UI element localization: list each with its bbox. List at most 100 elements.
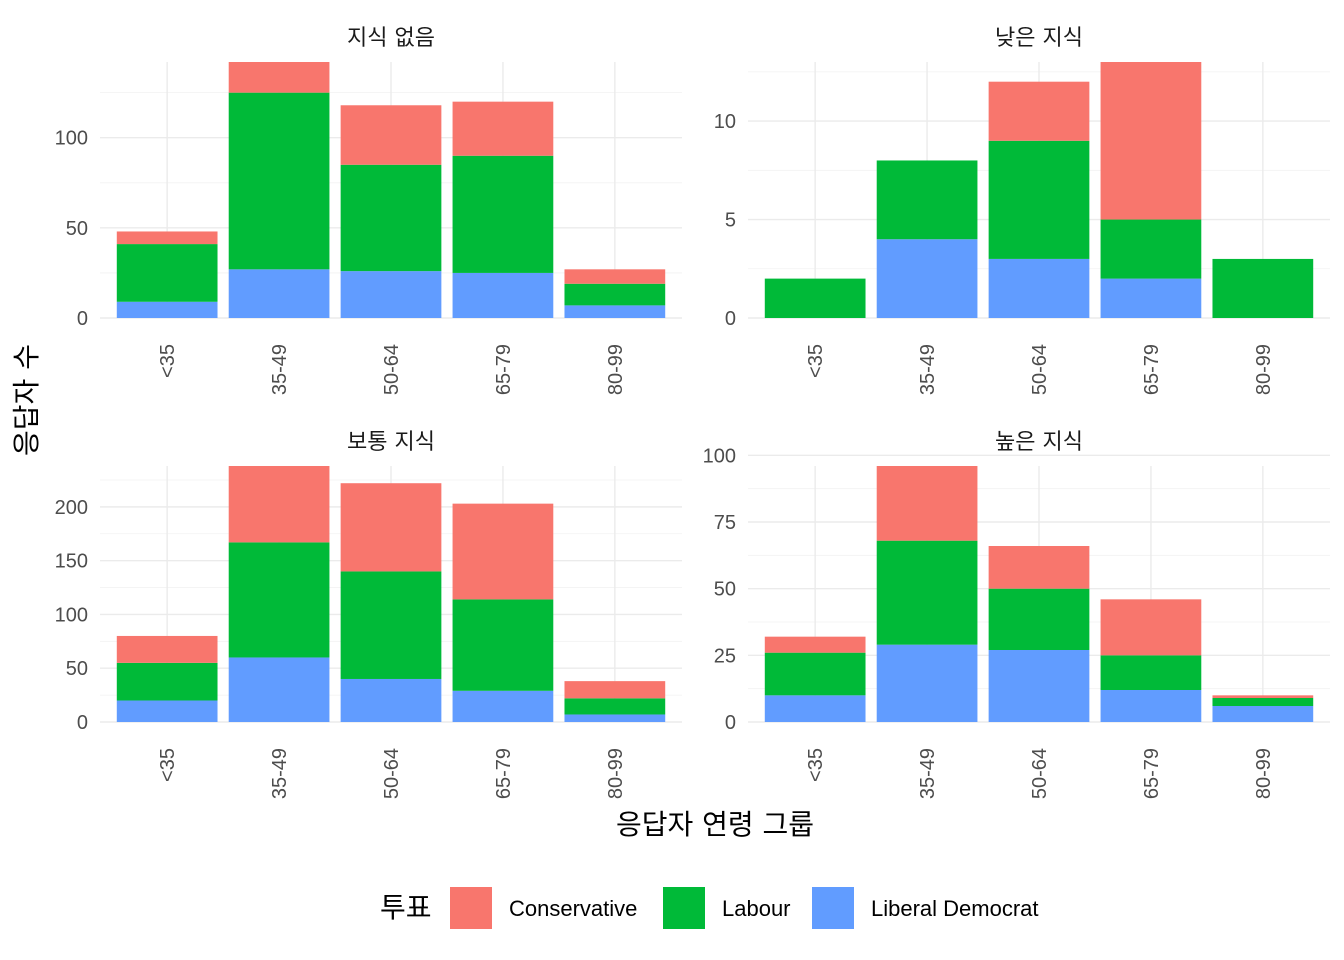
x-tick-label: <35 xyxy=(157,748,179,782)
x-tick-label: 50-64 xyxy=(381,344,403,395)
bar-conservative-1 xyxy=(116,635,218,663)
bar-conservative-5 xyxy=(1212,695,1314,698)
bar-liberal-democrat-4 xyxy=(452,690,554,722)
bar-liberal-democrat-5 xyxy=(564,305,666,318)
panel-title: 낮은 지식 xyxy=(995,26,1083,51)
bar-conservative-5 xyxy=(564,681,666,699)
legend-key-labour xyxy=(663,887,705,929)
bar-conservative-4 xyxy=(1100,62,1202,220)
x-tick-label: <35 xyxy=(157,344,179,378)
bar-liberal-democrat-2 xyxy=(228,269,330,318)
y-tick-label: 10 xyxy=(714,111,736,133)
x-tick-label: 35-49 xyxy=(917,748,939,799)
legend: 투표 Conservative Labour Liberal Democrat xyxy=(380,887,1039,929)
bar-liberal-democrat-4 xyxy=(1100,278,1202,318)
bar-labour-3 xyxy=(340,571,442,679)
legend-key-conservative xyxy=(450,887,492,929)
bar-conservative-3 xyxy=(988,546,1090,589)
bar-conservative-2 xyxy=(228,62,330,93)
panels: 0 50 100 <35 35-49 50-64 65-79 80-99 지식 없음 0 5 10 <3… xyxy=(55,26,1330,799)
legend-key-liberal-democrat xyxy=(812,887,854,929)
bar-labour-1 xyxy=(116,662,218,701)
x-tick-label: 65-79 xyxy=(1141,344,1163,395)
bar-labour-1 xyxy=(764,278,866,318)
bar-liberal-democrat-2 xyxy=(228,657,330,722)
y-axis-title: 응답자 수 xyxy=(10,344,43,456)
bar-conservative-2 xyxy=(228,466,330,543)
bar-conservative-3 xyxy=(340,483,442,572)
x-tick-label: 50-64 xyxy=(1029,344,1051,395)
legend-label-conservative: Conservative xyxy=(509,896,637,921)
legend-label-labour: Labour xyxy=(722,896,791,921)
panel-4: 0 25 50 75 100 <35 35-49 50-64 65-79 80-99 높은 지식 xyxy=(703,430,1330,799)
bar-labour-2 xyxy=(228,542,330,658)
bar-conservative-3 xyxy=(988,81,1090,141)
x-tick-label: 50-64 xyxy=(381,748,403,799)
y-tick-label: 75 xyxy=(714,512,736,534)
y-tick-label: 0 xyxy=(725,712,736,734)
x-tick-label: 35-49 xyxy=(269,344,291,395)
x-tick-label: 80-99 xyxy=(1253,344,1275,395)
bar-labour-3 xyxy=(988,588,1090,650)
bar-labour-4 xyxy=(1100,219,1202,279)
bar-liberal-democrat-4 xyxy=(452,272,554,318)
bar-labour-5 xyxy=(564,283,666,306)
legend-label-liberal-democrat: Liberal Democrat xyxy=(871,896,1039,921)
bar-conservative-3 xyxy=(340,105,442,165)
y-tick-label: 100 xyxy=(55,128,88,150)
y-tick-label: 100 xyxy=(703,445,736,467)
x-tick-label: 50-64 xyxy=(1029,748,1051,799)
y-tick-label: 25 xyxy=(714,645,736,667)
bar-liberal-democrat-5 xyxy=(1212,706,1314,722)
bar-liberal-democrat-5 xyxy=(564,714,666,722)
bar-labour-3 xyxy=(988,140,1090,259)
x-tick-label: <35 xyxy=(805,748,827,782)
bar-liberal-democrat-3 xyxy=(340,678,442,722)
bar-labour-2 xyxy=(876,540,978,645)
bar-labour-1 xyxy=(764,652,866,696)
bar-labour-5 xyxy=(1212,258,1314,318)
panel-title: 지식 없음 xyxy=(347,26,435,51)
x-axis-title: 응답자 연령 그룹 xyxy=(616,808,814,841)
panel-title: 보통 지식 xyxy=(347,430,435,455)
panel-2: 0 5 10 <35 35-49 50-64 65-79 80-99 낮은 지식 xyxy=(714,26,1330,395)
x-tick-label: 65-79 xyxy=(1141,748,1163,799)
bar-conservative-4 xyxy=(452,503,554,600)
bar-liberal-democrat-3 xyxy=(988,650,1090,722)
bar-labour-1 xyxy=(116,244,218,302)
bar-labour-4 xyxy=(1100,655,1202,690)
bar-conservative-5 xyxy=(564,269,666,284)
legend-title: 투표 xyxy=(380,891,432,924)
bar-conservative-1 xyxy=(764,636,866,653)
bar-liberal-democrat-1 xyxy=(116,301,218,318)
bar-liberal-democrat-3 xyxy=(988,258,1090,318)
y-tick-label: 0 xyxy=(725,308,736,330)
bar-conservative-1 xyxy=(116,231,218,245)
bar-conservative-2 xyxy=(876,466,978,541)
x-tick-label: <35 xyxy=(805,344,827,378)
bar-liberal-democrat-1 xyxy=(116,700,218,722)
y-tick-label: 200 xyxy=(55,497,88,519)
bar-labour-2 xyxy=(876,160,978,240)
y-tick-label: 100 xyxy=(55,604,88,626)
bar-conservative-4 xyxy=(1100,599,1202,656)
bar-labour-4 xyxy=(452,155,554,273)
y-tick-label: 0 xyxy=(77,308,88,330)
bar-liberal-democrat-2 xyxy=(876,644,978,722)
bar-liberal-democrat-4 xyxy=(1100,690,1202,722)
y-tick-label: 50 xyxy=(66,218,88,240)
bar-labour-4 xyxy=(452,599,554,691)
bar-labour-5 xyxy=(1212,698,1314,706)
y-tick-label: 0 xyxy=(77,712,88,734)
bar-labour-3 xyxy=(340,164,442,272)
y-tick-label: 150 xyxy=(55,551,88,573)
bar-labour-2 xyxy=(228,92,330,270)
bar-conservative-4 xyxy=(452,101,554,156)
bar-labour-5 xyxy=(564,698,666,715)
x-tick-label: 35-49 xyxy=(269,748,291,799)
x-tick-label: 80-99 xyxy=(605,748,627,799)
x-tick-label: 65-79 xyxy=(493,748,515,799)
x-tick-label: 35-49 xyxy=(917,344,939,395)
bar-liberal-democrat-3 xyxy=(340,271,442,318)
y-tick-label: 5 xyxy=(725,210,736,232)
